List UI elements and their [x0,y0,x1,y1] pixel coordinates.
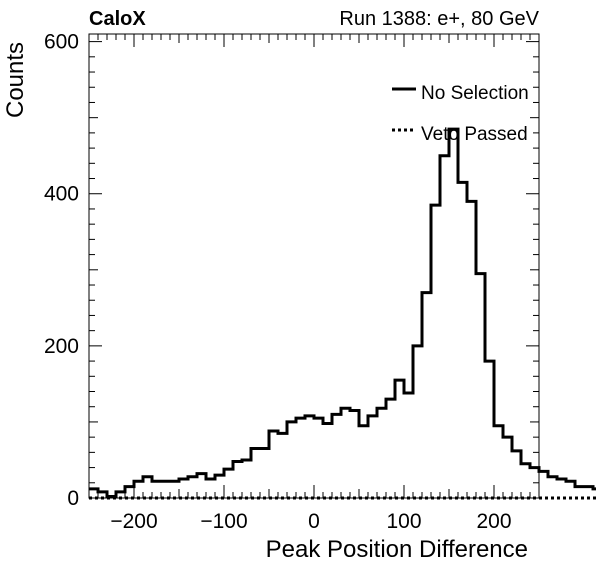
tick-labels: −200 −100 0 100 200 0 200 400 600 [44,31,512,533]
axis-ticks [88,34,540,499]
series-line-1 [89,127,596,498]
x-tick-label: −200 [110,510,157,533]
x-axis-title: Peak Position Difference [265,536,528,563]
y-tick-label: 0 [67,487,79,510]
y-tick-label: 200 [44,335,79,358]
legend-label: Veto Passed [421,124,528,145]
legend-label: No Selection [421,83,529,104]
x-tick-label: 100 [386,510,421,533]
x-tick-label: 200 [476,510,511,533]
run-label: Run 1388: e+, 80 GeV [339,8,539,30]
x-tick-label: −100 [200,510,247,533]
y-tick-label: 600 [44,31,79,54]
experiment-label: CaloX [89,8,146,30]
x-tick-label: 0 [308,510,320,533]
y-axis-title: Counts [2,41,29,118]
y-tick-label: 400 [44,183,79,206]
histograms [89,127,596,500]
legend: No Selection Veto Passed [392,83,529,145]
